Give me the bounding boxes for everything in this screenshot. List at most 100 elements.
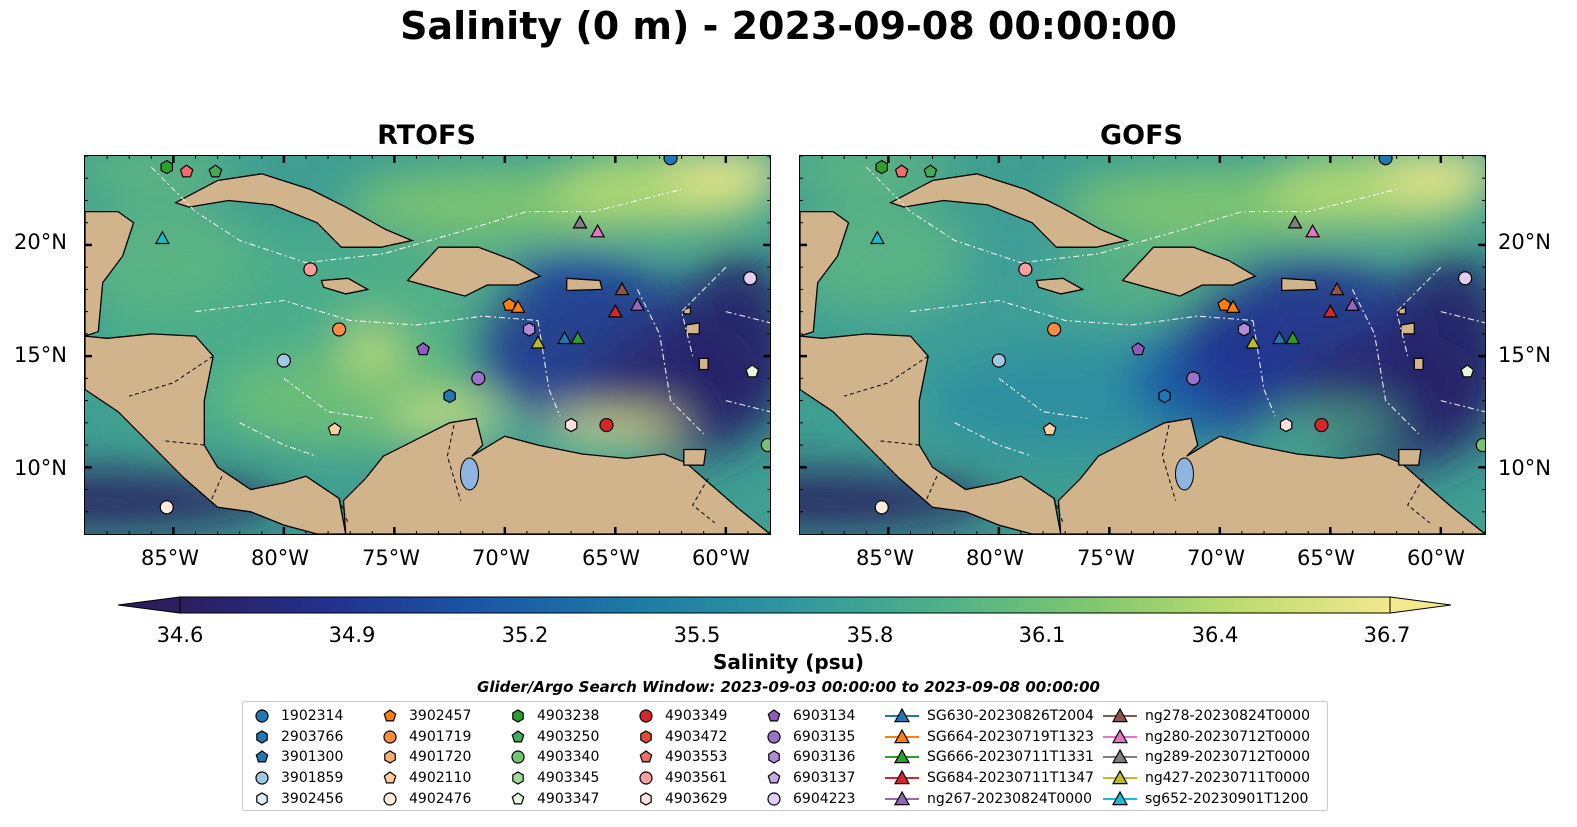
legend-label: 6903134 — [793, 708, 856, 725]
float-marker-4903347[interactable] — [745, 364, 760, 378]
float-marker-2903766[interactable] — [443, 388, 456, 404]
float-marker-ng289-20230712T0000[interactable] — [1287, 214, 1303, 229]
float-marker-3901859[interactable] — [991, 353, 1006, 368]
legend-marker-icon — [767, 771, 781, 784]
legend-marker-icon — [255, 709, 269, 723]
float-marker-4903250[interactable] — [208, 164, 223, 178]
float-marker-6904223[interactable] — [743, 271, 758, 286]
float-marker-4903238[interactable] — [160, 159, 174, 175]
legend-marker-icon — [512, 709, 524, 723]
float-marker-4903561[interactable] — [1018, 262, 1033, 277]
float-marker-4903238[interactable] — [875, 159, 889, 175]
land-lesser-antilles — [683, 306, 692, 315]
float-marker-SG664-20230719T1323[interactable] — [510, 299, 526, 313]
legend-label: SG664-20230719T1323 — [927, 728, 1094, 745]
legend-marker-icon — [511, 791, 525, 805]
float-marker-4903629[interactable] — [1279, 417, 1293, 433]
float-marker-ng280-20230712T0000[interactable] — [590, 223, 606, 238]
search-window-text: Glider/Argo Search Window: 2023-09-03 00… — [477, 678, 1100, 696]
legend-marker-icon — [384, 750, 396, 765]
land-puerto-rico — [1281, 277, 1318, 292]
legend-column: 4903349 4903472 4903553 4903561 4903629 — [635, 706, 763, 809]
legend-item: 6903136 — [763, 747, 885, 768]
float-marker-SG684-20230711T1347[interactable] — [1322, 303, 1338, 318]
float-marker-1902314[interactable] — [1378, 156, 1393, 166]
float-marker-4903250[interactable] — [923, 164, 938, 178]
legend-item: 4901719 — [379, 727, 507, 748]
legend-column: 3902457 4901719 4901720 4902110 4902476 — [379, 706, 507, 809]
panel-title-gofs: GOFS — [1099, 120, 1183, 151]
legend-item: 6903137 — [763, 768, 885, 789]
float-marker-6904223[interactable] — [1458, 271, 1473, 286]
float-marker-SG664-20230719T1323[interactable] — [1225, 299, 1241, 313]
float-marker-4903347[interactable] — [1460, 364, 1475, 378]
legend-marker-icon — [255, 750, 269, 763]
float-marker-4902110[interactable] — [1042, 422, 1057, 436]
legend-item: 3902456 — [251, 788, 379, 809]
legend-label: 4902110 — [409, 770, 472, 787]
float-marker-4903553[interactable] — [894, 164, 909, 178]
legend-label: 4903561 — [665, 770, 728, 787]
float-marker-ng289-20230712T0000[interactable] — [572, 214, 588, 229]
float-marker-4902476[interactable] — [159, 500, 174, 515]
float-marker-4901719[interactable] — [332, 322, 347, 337]
salinity-map-gofs — [800, 156, 1485, 534]
map-panel-gofs[interactable] — [799, 155, 1486, 535]
float-marker-6903136[interactable] — [1237, 322, 1251, 337]
float-marker-SG684-20230711T1347[interactable] — [607, 303, 623, 318]
float-marker-6903136[interactable] — [522, 322, 536, 337]
map-panel-rtofs[interactable] — [84, 155, 771, 535]
float-marker-3902457[interactable] — [502, 297, 517, 311]
float-marker-4903340[interactable] — [760, 437, 770, 453]
float-marker-6903134[interactable] — [1131, 342, 1146, 356]
float-marker-4902476[interactable] — [874, 500, 889, 515]
land-yucatan — [85, 210, 135, 337]
float-marker-4903349[interactable] — [1314, 417, 1329, 433]
lon-label-75w-a: 75°W — [362, 546, 420, 570]
land-central-america — [800, 333, 1062, 534]
land-martinique — [1413, 357, 1424, 371]
float-marker-sg652-20230901T1200[interactable] — [154, 230, 170, 245]
float-marker-6903134[interactable] — [416, 342, 431, 356]
float-marker-ng427-20230711T0000[interactable] — [1245, 335, 1261, 349]
float-marker-4901719[interactable] — [1047, 322, 1062, 337]
float-marker-ng278-20230824T0000[interactable] — [1329, 281, 1345, 296]
float-marker-4903349[interactable] — [599, 417, 614, 433]
legend-item: 6903135 — [763, 727, 885, 748]
legend-label: 4903472 — [665, 728, 728, 745]
float-marker-ng280-20230712T0000[interactable] — [1305, 223, 1321, 238]
lon-label-85w-b: 85°W — [856, 546, 914, 570]
legend-item: 3902457 — [379, 706, 507, 727]
float-marker-SG630-20230826T2004[interactable] — [556, 330, 573, 345]
float-marker-2903766[interactable] — [1158, 388, 1171, 404]
float-marker-sg652-20230901T1200[interactable] — [869, 230, 885, 245]
float-marker-4903553[interactable] — [179, 164, 194, 178]
legend-marker-icon — [639, 771, 653, 785]
legend-marker-icon — [383, 771, 397, 784]
legend-marker-icon — [1103, 749, 1137, 764]
float-marker-3902457[interactable] — [1217, 297, 1232, 311]
legend-label: 2903766 — [281, 728, 344, 745]
legend-label: ng280-20230712T0000 — [1145, 728, 1310, 745]
float-marker-6903135[interactable] — [1186, 371, 1201, 386]
float-marker-SG630-20230826T2004[interactable] — [1271, 330, 1288, 345]
legend-marker-icon — [256, 791, 268, 806]
float-marker-ng267-20230824T0000[interactable] — [629, 297, 645, 311]
float-marker-SG666-20230711T1331[interactable] — [570, 330, 586, 345]
float-marker-ng427-20230711T0000[interactable] — [530, 335, 546, 349]
float-marker-4903340[interactable] — [1475, 437, 1485, 453]
legend-label: ng267-20230824T0000 — [927, 790, 1092, 807]
float-marker-4903561[interactable] — [303, 262, 318, 277]
legend-label: 6903136 — [793, 749, 856, 766]
float-marker-ng267-20230824T0000[interactable] — [1344, 297, 1360, 311]
float-marker-SG666-20230711T1331[interactable] — [1285, 330, 1301, 345]
float-marker-ng278-20230824T0000[interactable] — [614, 281, 630, 296]
float-marker-4903629[interactable] — [564, 417, 578, 433]
float-marker-3901859[interactable] — [276, 353, 291, 368]
float-marker-1902314[interactable] — [663, 156, 678, 166]
float-marker-6903135[interactable] — [471, 371, 486, 386]
legend-marker-icon — [885, 708, 919, 723]
float-marker-4902110[interactable] — [327, 422, 342, 436]
legend-item: 4903629 — [635, 788, 763, 809]
land-guadeloupe — [1400, 322, 1415, 335]
